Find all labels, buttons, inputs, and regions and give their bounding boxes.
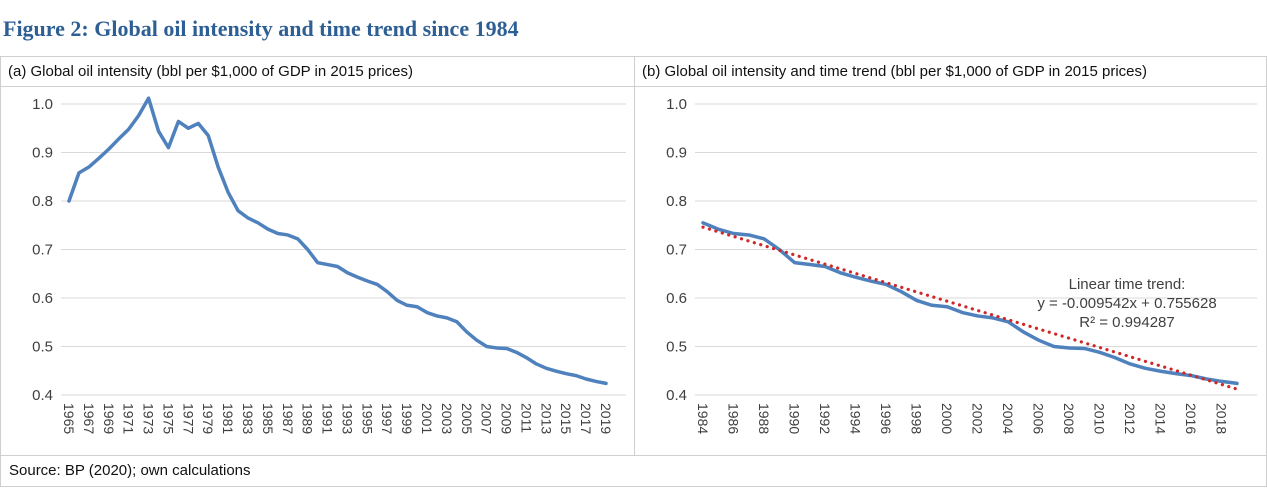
y-tick-label: 0.6 xyxy=(32,290,53,307)
x-tick-label: 1977 xyxy=(180,403,196,434)
x-tick-label: 1969 xyxy=(101,403,117,434)
y-tick-label: 1.0 xyxy=(666,96,687,113)
x-tick-label: 2012 xyxy=(1122,403,1138,434)
x-tick-label: 2009 xyxy=(499,403,515,434)
y-tick-label: 0.4 xyxy=(666,387,687,404)
x-tick-label: 2008 xyxy=(1061,403,1077,434)
panel-a: (a) Global oil intensity (bbl per $1,000… xyxy=(1,57,635,455)
x-tick-label: 1979 xyxy=(200,403,216,434)
y-tick-label: 0.9 xyxy=(32,145,53,162)
x-tick-label: 1986 xyxy=(726,403,742,434)
x-tick-label: 1996 xyxy=(878,403,894,434)
panel-a-header: (a) Global oil intensity (bbl per $1,000… xyxy=(1,57,634,87)
x-tick-label: 1988 xyxy=(756,403,772,434)
y-axis-tick-labels: 1.0 0.9 0.8 0.7 0.6 0.5 0.4 xyxy=(666,96,687,404)
x-tick-label: 2007 xyxy=(479,403,495,434)
x-axis-tick-labels: 1984 1986 1988 1990 1992 1994 1996 1998 2000 2002… xyxy=(695,403,1230,434)
x-tick-label: 2003 xyxy=(439,403,455,434)
y-tick-label: 0.5 xyxy=(32,339,53,356)
oil-intensity-series-line xyxy=(67,96,608,386)
x-tick-label: 1992 xyxy=(817,403,833,434)
x-tick-label: 2019 xyxy=(598,403,614,434)
x-tick-label: 2004 xyxy=(1000,403,1016,434)
gridlines xyxy=(61,103,626,396)
y-tick-label: 0.5 xyxy=(666,339,687,356)
x-tick-label: 2001 xyxy=(419,403,435,434)
x-tick-label: 2017 xyxy=(578,403,594,434)
x-tick-label: 1991 xyxy=(320,403,336,434)
x-tick-label: 1994 xyxy=(848,403,864,434)
x-tick-label: 1999 xyxy=(399,403,415,434)
oil-intensity-series-line xyxy=(701,221,1239,386)
x-tick-label: 2002 xyxy=(970,403,986,434)
y-tick-label: 0.8 xyxy=(666,193,687,210)
y-tick-label: 0.8 xyxy=(32,193,53,210)
y-tick-label: 0.4 xyxy=(32,387,53,404)
x-tick-label: 1981 xyxy=(220,403,236,434)
panel-b: (b) Global oil intensity and time trend … xyxy=(635,57,1266,455)
y-tick-label: 0.7 xyxy=(32,242,53,259)
y-tick-label: 0.9 xyxy=(666,145,687,162)
figure-panel-container: (a) Global oil intensity (bbl per $1,000… xyxy=(0,56,1267,487)
x-tick-label: 1971 xyxy=(121,403,137,434)
x-tick-label: 1985 xyxy=(260,403,276,434)
x-tick-label: 1965 xyxy=(61,403,77,434)
x-tick-label: 1987 xyxy=(280,403,296,434)
x-axis-tick-labels: 1965 1967 1969 1971 1973 1975 1977 1979 1981 1983… xyxy=(61,403,614,434)
oil-intensity-trend-chart: 1.0 0.9 0.8 0.7 0.6 0.5 0.4 1984 1986 1988 1990 199… xyxy=(666,96,1257,434)
y-tick-label: 1.0 xyxy=(32,96,53,113)
y-axis-tick-labels: 1.0 0.9 0.8 0.7 0.6 0.5 0.4 xyxy=(32,96,53,404)
x-tick-label: 2015 xyxy=(558,403,574,434)
x-tick-label: 1989 xyxy=(300,403,316,434)
x-tick-label: 2005 xyxy=(459,403,475,434)
x-tick-label: 2016 xyxy=(1183,403,1199,434)
gridlines xyxy=(695,103,1257,396)
x-tick-label: 2011 xyxy=(518,403,534,433)
panel-a-chart-area: 1.0 0.9 0.8 0.7 0.6 0.5 0.4 1965 1967 1969 1971 197… xyxy=(1,87,634,455)
y-tick-label: 0.6 xyxy=(666,290,687,307)
x-tick-label: 1997 xyxy=(379,403,395,434)
x-tick-label: 2006 xyxy=(1031,403,1047,434)
y-tick-label: 0.7 xyxy=(666,242,687,259)
panel-b-chart-area: 1.0 0.9 0.8 0.7 0.6 0.5 0.4 1984 1986 1988 1990 199… xyxy=(635,87,1266,455)
x-tick-label: 1998 xyxy=(909,403,925,434)
x-tick-label: 2013 xyxy=(538,403,554,434)
x-tick-label: 1990 xyxy=(787,403,803,434)
x-tick-label: 1993 xyxy=(339,403,355,434)
linear-trend-dotted-line xyxy=(701,225,1239,391)
source-note: Source: BP (2020); own calculations xyxy=(1,455,1266,486)
x-tick-label: 2018 xyxy=(1214,403,1230,434)
panel-b-header: (b) Global oil intensity and time trend … xyxy=(635,57,1266,87)
x-tick-label: 1983 xyxy=(240,403,256,434)
x-tick-label: 1975 xyxy=(160,403,176,434)
figure-title: Figure 2: Global oil intensity and time … xyxy=(3,16,519,41)
x-tick-label: 1967 xyxy=(81,403,97,434)
x-tick-label: 1973 xyxy=(141,403,157,434)
x-tick-label: 1995 xyxy=(359,403,375,434)
x-tick-label: 2014 xyxy=(1153,403,1169,434)
x-tick-label: 1984 xyxy=(695,403,711,434)
x-tick-label: 2010 xyxy=(1092,403,1108,434)
x-tick-label: 2000 xyxy=(939,403,955,434)
